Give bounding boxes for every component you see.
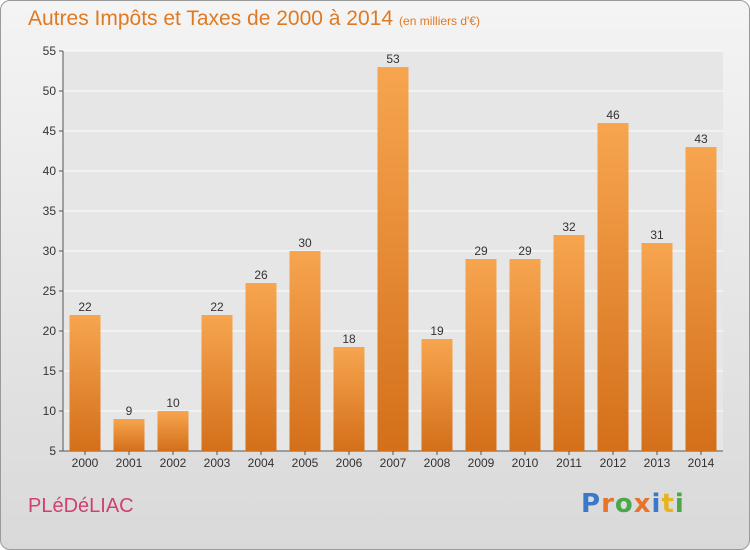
data-label: 9 xyxy=(126,404,133,418)
data-label: 46 xyxy=(606,108,620,122)
bar xyxy=(69,315,101,451)
bar xyxy=(509,259,541,451)
x-tick-label: 2013 xyxy=(644,456,671,470)
data-label: 10 xyxy=(166,396,180,410)
x-tick-label: 2009 xyxy=(468,456,495,470)
bar xyxy=(157,411,189,451)
bar xyxy=(113,419,145,451)
bar xyxy=(201,315,233,451)
bar xyxy=(641,243,673,451)
x-tick-label: 2014 xyxy=(688,456,715,470)
data-label: 26 xyxy=(254,268,268,282)
bar xyxy=(597,123,629,451)
bar xyxy=(333,347,365,451)
y-tick-label: 50 xyxy=(43,84,57,98)
x-tick-label: 2001 xyxy=(116,456,143,470)
x-tick-label: 2010 xyxy=(512,456,539,470)
x-tick-label: 2003 xyxy=(204,456,231,470)
y-tick-label: 15 xyxy=(43,364,57,378)
y-tick-label: 40 xyxy=(43,164,57,178)
x-tick-label: 2012 xyxy=(600,456,627,470)
bar xyxy=(377,67,409,451)
y-tick-label: 55 xyxy=(43,44,57,58)
x-tick-label: 2005 xyxy=(292,456,319,470)
data-label: 29 xyxy=(474,244,488,258)
bar xyxy=(421,339,453,451)
data-label: 53 xyxy=(386,52,400,66)
data-label: 19 xyxy=(430,324,444,338)
bar xyxy=(553,235,585,451)
y-tick-label: 35 xyxy=(43,204,57,218)
data-label: 18 xyxy=(342,332,356,346)
y-tick-label: 10 xyxy=(43,404,57,418)
x-tick-label: 2008 xyxy=(424,456,451,470)
y-tick-label: 30 xyxy=(43,244,57,258)
x-tick-label: 2004 xyxy=(248,456,275,470)
data-label: 22 xyxy=(78,300,92,314)
bar xyxy=(289,251,321,451)
data-label: 22 xyxy=(210,300,224,314)
data-label: 43 xyxy=(694,132,708,146)
x-tick-label: 2002 xyxy=(160,456,187,470)
proxiti-logo: Proxiti xyxy=(581,489,685,519)
y-tick-label: 45 xyxy=(43,124,57,138)
bar xyxy=(685,147,717,451)
chart-title: Autres Impôts et Taxes de 2000 à 2014 (en… xyxy=(28,7,481,30)
data-label: 32 xyxy=(562,220,576,234)
y-tick-label: 20 xyxy=(43,324,57,338)
data-label: 31 xyxy=(650,228,664,242)
x-tick-label: 2000 xyxy=(72,456,99,470)
commune-name: PLéDéLIAC xyxy=(28,495,134,517)
y-tick-label: 5 xyxy=(49,444,56,458)
data-label: 29 xyxy=(518,244,532,258)
x-tick-label: 2011 xyxy=(556,456,582,470)
x-tick-label: 2006 xyxy=(336,456,363,470)
x-tick-label: 2007 xyxy=(380,456,407,470)
y-tick-label: 25 xyxy=(43,284,57,298)
bar xyxy=(465,259,497,451)
bar xyxy=(245,283,277,451)
chart-subtitle: (en milliers d'€) xyxy=(399,14,481,28)
data-label: 30 xyxy=(298,236,312,250)
